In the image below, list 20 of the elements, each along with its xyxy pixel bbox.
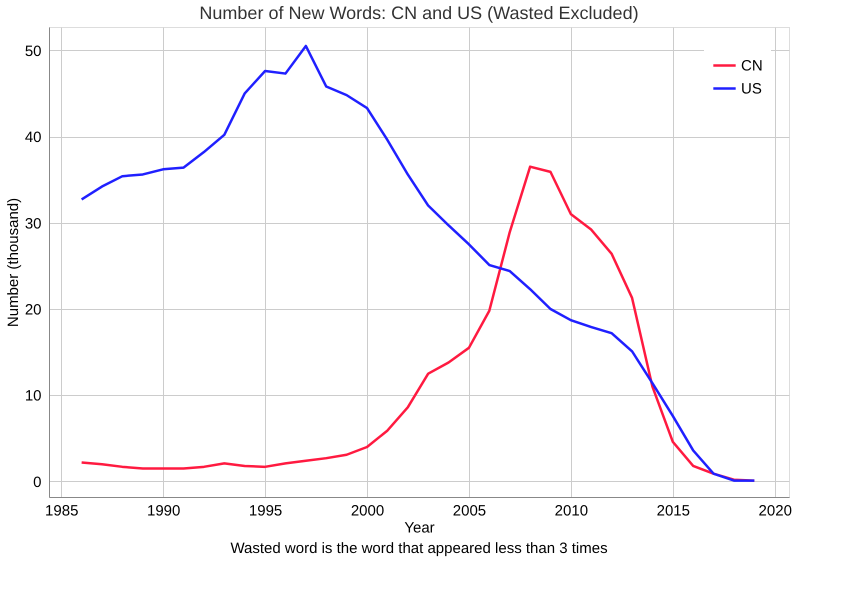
y-tick-label: 10 — [24, 388, 42, 405]
text: Wasted word is the word that appeared less than 3 times — [230, 540, 608, 557]
y-tick-label: 50 — [24, 42, 42, 60]
y-axis-title: Number (thousand) — [4, 198, 22, 328]
y-tick-label: 20 — [24, 302, 42, 318]
x-axis-title: Year — [404, 520, 435, 536]
x-tick-label: 1985 — [45, 502, 78, 520]
x-tick-label: 1990 — [146, 502, 180, 520]
chart-title: Number of New Words: CN and US (Wasted Excluded) — [199, 3, 639, 23]
x-tick-label: 2020 — [758, 502, 792, 520]
y-tick-label: 30 — [24, 215, 42, 232]
y-tick-label: 0 — [33, 474, 42, 491]
x-tick-label: 2005 — [452, 502, 486, 520]
x-tick-label: 2010 — [554, 502, 588, 520]
legend-label: CN — [741, 58, 763, 74]
x-tick-label: 2015 — [656, 502, 690, 520]
x-tick-label: 1995 — [248, 502, 282, 520]
legend-label: US — [741, 80, 762, 98]
y-tick-label: 40 — [24, 129, 42, 146]
x-tick-label: 2000 — [350, 502, 384, 520]
